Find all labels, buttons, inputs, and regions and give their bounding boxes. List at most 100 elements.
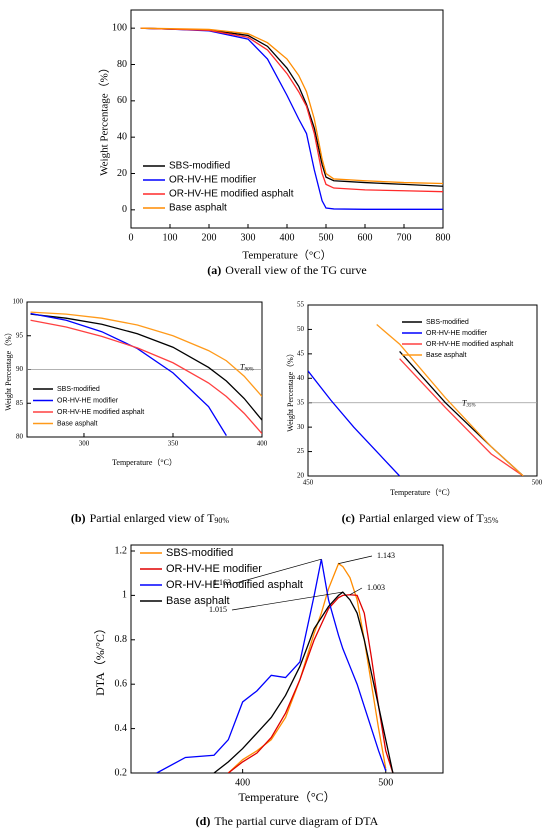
- series-line: [30, 319, 262, 435]
- y-tick-label: 80: [117, 59, 127, 70]
- x-tick-label: 100: [163, 232, 178, 243]
- legend-label: SBS-modified: [166, 547, 233, 559]
- peak-arrow: [338, 555, 373, 564]
- series-line: [140, 27, 443, 193]
- y-tick-label: 1: [122, 590, 127, 601]
- series-line: [140, 27, 443, 210]
- legend-label: SBS-modified: [57, 386, 100, 393]
- peak-label: 1.163: [213, 578, 231, 587]
- y-tick-label: 40: [297, 374, 305, 382]
- x-tick-label: 400: [257, 440, 268, 448]
- y-axis-label: Weight Percentage（%）: [4, 328, 13, 411]
- caption-label: (d): [196, 814, 211, 828]
- plot-frame: [307, 304, 538, 477]
- legend-label: SBS-modified: [426, 319, 469, 326]
- y-tick-label: 20: [117, 168, 127, 179]
- y-tick-label: 0: [122, 204, 127, 215]
- legend-label: OR-HV-HE modifier: [169, 175, 257, 186]
- y-tick-label: 100: [13, 298, 24, 306]
- caption-text: Partial enlarged view of T: [359, 511, 485, 525]
- caption-label: (b): [71, 511, 86, 525]
- x-tick-label: 350: [168, 440, 179, 448]
- legend-label: OR-HV-HE modified asphalt: [426, 341, 513, 348]
- peak-arrow: [349, 587, 363, 596]
- x-tick-label: 400: [280, 232, 295, 243]
- reference-label-sub: 90%: [244, 368, 253, 373]
- peak-arrow: [231, 591, 343, 611]
- y-tick-label: 35: [297, 398, 305, 406]
- y-axis-label: Weight Percentage（%）: [98, 62, 111, 176]
- y-tick-label: 25: [297, 447, 305, 455]
- legend-label: SBS-modified: [169, 161, 230, 172]
- x-axis-label: Temperature（°C）: [390, 488, 455, 497]
- y-tick-label: 50: [297, 325, 305, 333]
- caption-sub: 90%: [214, 516, 229, 525]
- series-line: [376, 324, 524, 476]
- legend-label: OR-HV-HE modifier: [426, 330, 488, 337]
- y-tick-label: 30: [297, 423, 305, 431]
- legend-label: Base asphalt: [169, 203, 227, 214]
- peak-label: 1.015: [209, 605, 227, 614]
- x-tick-label: 200: [202, 232, 217, 243]
- y-axis-label: DTA（%/°C）: [93, 622, 107, 696]
- x-axis-label: Temperature（°C）: [242, 249, 331, 262]
- x-tick-label: 300: [79, 440, 90, 448]
- y-axis-label: Weight Percentage（%）: [286, 349, 295, 432]
- series-line: [156, 559, 387, 773]
- x-tick-label: 600: [358, 232, 373, 243]
- peak-label: 1.003: [367, 583, 385, 592]
- legend-label: OR-HV-HE modifier: [166, 563, 262, 575]
- y-tick-label: 20: [297, 472, 305, 480]
- x-tick-label: 450: [303, 479, 314, 487]
- y-tick-label: 40: [117, 131, 127, 142]
- x-tick-label: 500: [378, 777, 393, 788]
- caption-label: (c): [342, 511, 355, 525]
- y-tick-label: 0.8: [115, 634, 128, 645]
- series-line: [213, 591, 394, 773]
- y-tick-label: 95: [16, 331, 24, 339]
- series-line: [140, 27, 443, 187]
- series-line: [399, 358, 524, 476]
- y-tick-label: 85: [16, 399, 24, 407]
- caption: (c) Partial enlarged view of T35%: [342, 511, 499, 525]
- series-line: [30, 311, 262, 397]
- caption-sub: 35%: [484, 516, 499, 525]
- legend-label: OR-HV-HE modifier: [57, 397, 119, 404]
- reference-label-sub: 35%: [466, 404, 475, 409]
- series-line: [140, 27, 443, 185]
- series-line: [30, 313, 262, 421]
- caption: (b) Partial enlarged view of T90%: [71, 511, 230, 525]
- y-tick-label: 90: [16, 365, 24, 373]
- x-tick-label: 500: [319, 232, 334, 243]
- reference-label-main: T: [462, 399, 467, 408]
- caption: (a) Overall view of the TG curve: [207, 263, 366, 277]
- reference-label: T90%: [240, 362, 254, 372]
- peak-arrow: [235, 558, 322, 584]
- series-line: [308, 370, 401, 476]
- plot-frame: [130, 544, 444, 774]
- caption: (d) The partial curve diagram of DTA: [196, 814, 379, 828]
- reference-label-main: T: [240, 362, 245, 371]
- y-tick-label: 0.2: [115, 767, 128, 778]
- legend-label: OR-HV-HE modified asphalt: [166, 579, 303, 591]
- y-tick-label: 45: [297, 349, 305, 357]
- x-tick-label: 400: [235, 777, 250, 788]
- legend-label: OR-HV-HE modified asphalt: [169, 189, 294, 200]
- legend-label: Base asphalt: [426, 352, 467, 359]
- legend-label: OR-HV-HE modified asphalt: [57, 409, 144, 416]
- x-tick-label: 700: [397, 232, 412, 243]
- caption-text: The partial curve diagram of DTA: [214, 814, 378, 828]
- caption-text: Overall view of the TG curve: [225, 263, 366, 277]
- peak-label: 1.143: [377, 551, 395, 560]
- caption-label: (a): [207, 263, 221, 277]
- reference-label: T35%: [462, 399, 476, 409]
- y-tick-label: 100: [112, 22, 127, 33]
- y-tick-label: 80: [16, 433, 24, 441]
- y-tick-label: 1.2: [115, 545, 128, 556]
- y-tick-label: 55: [297, 301, 305, 309]
- x-axis-label: Temperature（°C）: [238, 790, 335, 804]
- legend-label: Base asphalt: [57, 420, 98, 427]
- series-line: [227, 594, 394, 773]
- x-tick-label: 800: [436, 232, 451, 243]
